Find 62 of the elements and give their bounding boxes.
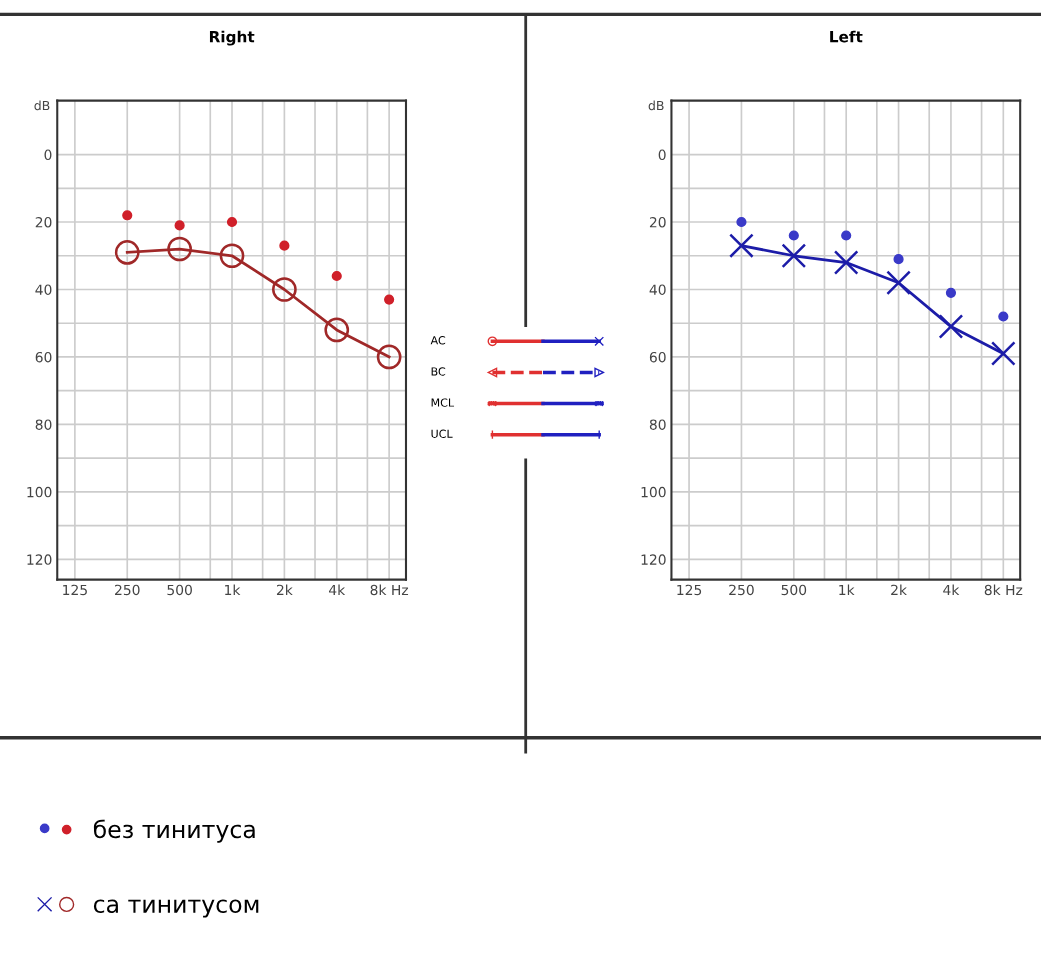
legend-label: без тинитуса — [93, 819, 255, 843]
point — [279, 240, 290, 251]
x-tick-label: 250 — [729, 584, 754, 596]
text: UCL — [431, 429, 453, 438]
point — [272, 277, 297, 302]
x-tick-label: 1k — [225, 584, 241, 595]
y-tick-label: 60 — [35, 351, 52, 363]
point — [945, 287, 957, 298]
x-tick-label: 2k — [891, 584, 907, 595]
y-axis-title: dB — [34, 100, 50, 111]
y-tick-label: 100 — [27, 486, 52, 498]
point — [122, 210, 133, 221]
y-tick-label: 0 — [44, 149, 52, 161]
y-axis-title: dB — [648, 100, 664, 111]
point — [324, 317, 350, 343]
point — [788, 230, 799, 241]
y-tick-label: 60 — [649, 351, 666, 363]
x-tick-label: 1k — [839, 584, 855, 595]
x-tick-label: 2k — [276, 584, 293, 595]
text: MCL — [431, 398, 455, 407]
x-tick-label: 4k — [943, 584, 960, 595]
point — [331, 270, 342, 282]
point — [167, 236, 192, 262]
x-tick-label: 4k — [328, 584, 346, 595]
chart-title: Left — [830, 30, 863, 43]
x-tick-label: 500 — [167, 584, 192, 596]
x-tick-label: 125 — [677, 584, 702, 596]
x-tick-label: 8k Hz — [984, 584, 1023, 596]
y-tick-label: 20 — [35, 217, 52, 228]
x-tick-label: 500 — [781, 584, 807, 596]
y-tick-label: 20 — [649, 217, 666, 228]
point — [114, 240, 140, 265]
y-tick-label: 100 — [641, 486, 666, 498]
y-tick-label: 120 — [27, 554, 52, 565]
y-tick-label: 80 — [35, 419, 52, 430]
point — [736, 216, 747, 228]
y-tick-label: 120 — [641, 554, 666, 565]
point — [886, 270, 911, 296]
point — [729, 233, 754, 258]
text: BC — [431, 367, 446, 376]
point — [938, 314, 964, 339]
point — [384, 294, 395, 305]
y-tick-label: 40 — [35, 284, 52, 295]
point — [893, 254, 904, 265]
chart-title: Right — [209, 30, 255, 46]
point — [998, 311, 1009, 322]
y-tick-label: 40 — [649, 284, 666, 295]
x-tick-label: 125 — [63, 584, 87, 596]
point — [226, 216, 238, 228]
point — [219, 243, 245, 269]
legend-label: са тинитусом — [93, 899, 259, 918]
point — [833, 250, 859, 275]
point — [376, 344, 402, 370]
point — [174, 220, 185, 231]
y-tick-label: 0 — [658, 149, 666, 161]
x-tick-label: 8k Hz — [370, 584, 409, 596]
y-tick-label: 80 — [649, 419, 666, 430]
point — [781, 243, 807, 269]
point — [990, 341, 1016, 366]
text: AC — [430, 336, 446, 345]
x-tick-label: 250 — [115, 584, 140, 596]
point — [841, 230, 852, 241]
